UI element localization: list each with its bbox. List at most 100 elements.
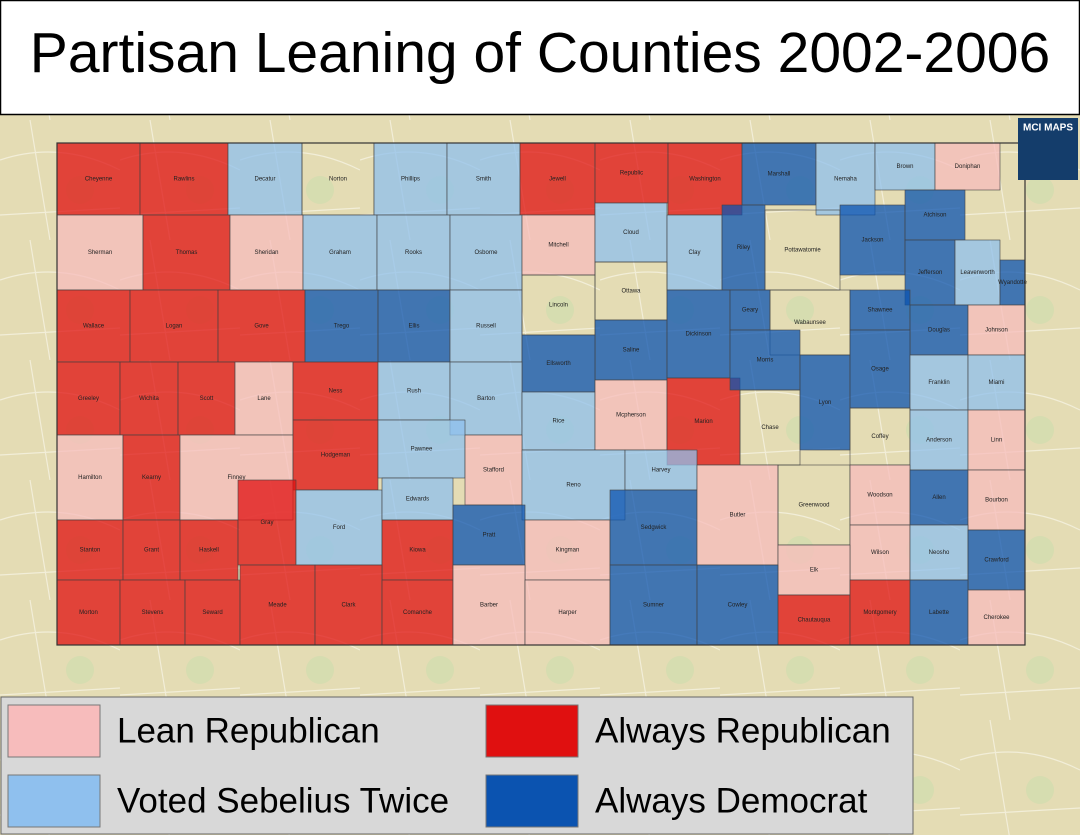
county-label: Harvey [651, 468, 670, 474]
county-label: Lane [257, 396, 271, 402]
county [56, 434, 124, 521]
county-label: Kiowa [409, 548, 426, 554]
county [594, 319, 668, 381]
county-label: Kingman [556, 548, 580, 554]
county [302, 214, 378, 291]
county [122, 434, 181, 521]
county [849, 524, 911, 581]
county-label: Barber [480, 603, 498, 609]
county-label: Miami [989, 380, 1005, 386]
county [373, 142, 448, 216]
county-label: Shawnee [867, 308, 893, 314]
county-label: Barton [477, 396, 495, 402]
county-label: Osage [871, 367, 889, 373]
county-label: Reno [566, 483, 581, 489]
county-label: Marshall [768, 172, 791, 178]
county-label: Wichita [139, 396, 159, 402]
county-label: Riley [737, 245, 750, 251]
county-label: Seward [202, 610, 222, 616]
state-outline [56, 142, 1026, 646]
county [967, 529, 1026, 591]
county-label: Montgomery [863, 610, 896, 616]
legend-label: Voted Sebelius Twice [117, 781, 449, 820]
county [624, 449, 698, 491]
county [741, 142, 817, 206]
county [849, 579, 911, 646]
county-label: Anderson [926, 438, 952, 444]
county [967, 589, 1026, 646]
county [129, 289, 219, 363]
county-label: Geary [742, 308, 758, 314]
county-label: Washington [689, 177, 720, 183]
county-label: Butler [730, 513, 746, 519]
county-label: Sheridan [254, 250, 278, 256]
county-label: Jefferson [918, 270, 943, 276]
county-label: Rooks [405, 250, 422, 256]
county-label: Atchison [923, 213, 946, 219]
county-label: Pottawatomie [784, 248, 821, 254]
county-label: Neosho [929, 550, 950, 556]
county-label: Pratt [483, 533, 496, 539]
county-label: Edwards [406, 497, 429, 503]
legend-swatch [485, 774, 579, 828]
county [56, 214, 144, 291]
county-label: Osborne [474, 250, 498, 256]
county-label: Sherman [88, 250, 112, 256]
county [666, 377, 741, 466]
county-label: Stevens [142, 610, 164, 616]
county-label: Wyandotte [998, 280, 1027, 286]
county [666, 289, 731, 379]
county [119, 361, 179, 436]
legend-swatch [485, 704, 579, 758]
county [295, 489, 383, 566]
county-label: Decatur [254, 177, 275, 183]
county-label: Cheyenne [85, 177, 113, 183]
county-label: Johnson [985, 328, 1008, 334]
county [729, 329, 801, 391]
county [849, 464, 911, 526]
county [524, 579, 611, 646]
county [609, 564, 698, 646]
county [377, 419, 466, 479]
county-label: Mitchell [548, 243, 568, 249]
county-label: Jackson [861, 238, 883, 244]
counties: Cheyenne Rawlins Decatur Norton Phillips Smit… [56, 142, 1027, 646]
county [217, 289, 306, 363]
county-label: Wallace [83, 324, 105, 330]
county [799, 354, 851, 451]
county [839, 204, 906, 276]
county [229, 214, 304, 291]
county-label: Leavenworth [960, 270, 994, 276]
county-label: Stafford [483, 468, 504, 474]
legend-label: Lean Republican [117, 711, 380, 750]
county-label: Morris [757, 358, 774, 364]
legend: Lean Republican Always Republican Voted Se… [7, 704, 891, 828]
county [304, 289, 379, 363]
logo-box [1018, 118, 1078, 180]
county-label: Mcpherson [616, 413, 646, 419]
county-label: Ellsworth [546, 361, 570, 367]
county-label: Bourbon [985, 498, 1008, 504]
county [721, 204, 766, 291]
county-label: Marion [694, 419, 712, 425]
county [452, 564, 526, 646]
county [381, 477, 454, 521]
county [521, 334, 596, 393]
county-label: Nemaha [834, 177, 857, 183]
county-label: Hodgeman [321, 453, 350, 459]
county-label: Dickinson [685, 332, 711, 338]
county [909, 579, 969, 646]
county-label: Cowley [728, 603, 748, 609]
county-label: Franklin [928, 380, 949, 386]
county [122, 519, 181, 581]
county-label: Doniphan [955, 164, 981, 170]
county [521, 214, 596, 276]
county [56, 142, 141, 216]
title: Partisan Leaning of Counties 2002-2006 [30, 21, 1050, 85]
county-label: Wilson [871, 550, 889, 556]
county [909, 409, 969, 471]
county-label: Cloud [623, 230, 639, 236]
county-label: Douglas [928, 328, 950, 334]
county [909, 524, 969, 581]
